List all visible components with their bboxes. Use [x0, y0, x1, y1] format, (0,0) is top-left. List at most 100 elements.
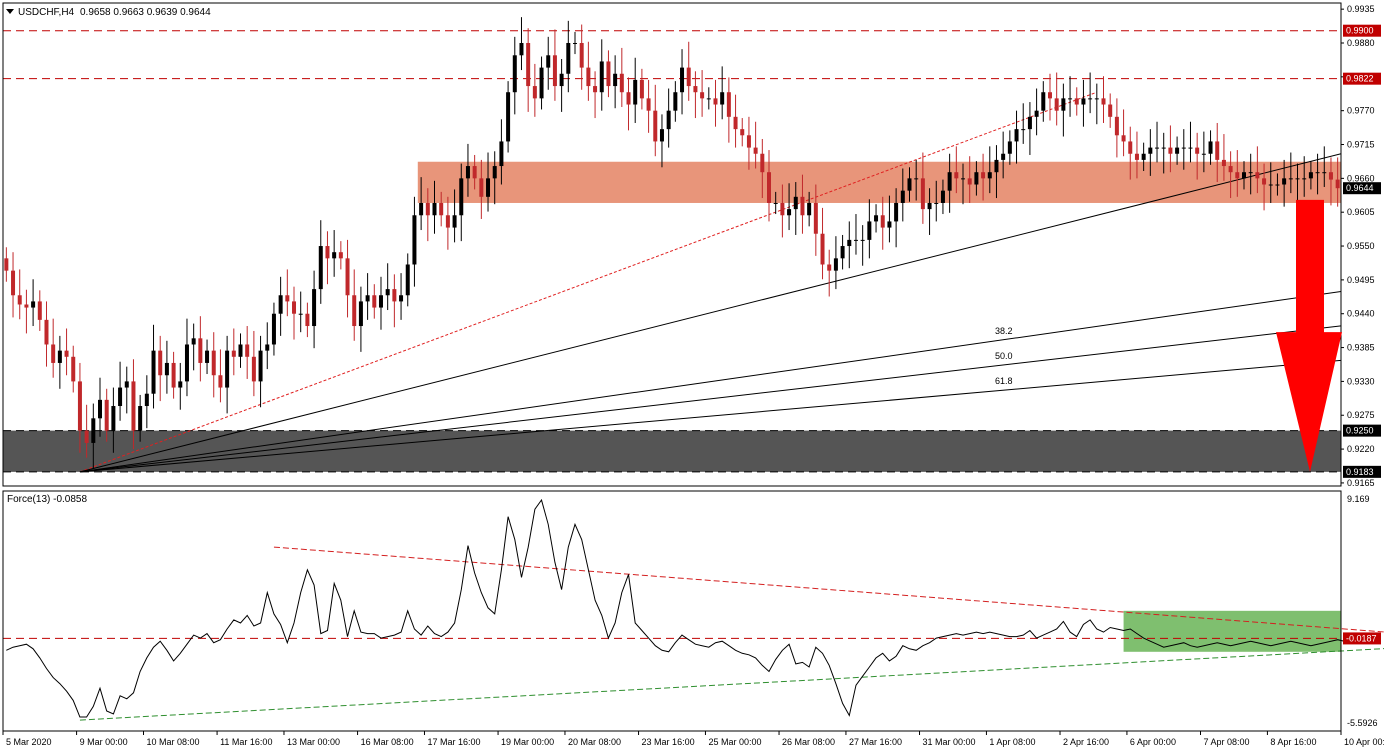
- time-axis-label: 13 Mar 00:00: [287, 737, 340, 747]
- candle-body: [1262, 178, 1267, 185]
- candle-body: [967, 178, 972, 185]
- candle-body: [726, 92, 731, 117]
- candle-body: [419, 202, 424, 216]
- candle-body: [1221, 159, 1226, 167]
- level-tag-0.9822: 0.9822: [1346, 74, 1374, 84]
- candle-body: [77, 381, 82, 431]
- candle-body: [753, 147, 758, 154]
- time-axis-label: 6 Apr 00:00: [1130, 737, 1176, 747]
- candle-body: [686, 67, 691, 87]
- candle-body: [659, 129, 664, 142]
- candle-body: [191, 338, 196, 345]
- candle-body: [158, 350, 163, 376]
- candle-body: [526, 42, 531, 87]
- candle-body: [833, 258, 838, 271]
- force-level-tag-bg: [1343, 632, 1381, 645]
- time-axis-label: 2 Apr 16:00: [1063, 737, 1109, 747]
- candle-body: [385, 289, 390, 296]
- candle-body: [1175, 147, 1180, 154]
- level-tag-bg: [1343, 24, 1381, 37]
- candle-body: [345, 258, 350, 296]
- candle-body: [1235, 172, 1240, 179]
- fib-fan-line: [79, 359, 1342, 473]
- price-axis-label: 0.9880: [1347, 38, 1375, 48]
- candle-body: [1021, 129, 1026, 131]
- candle-body: [64, 350, 69, 357]
- candle-body: [24, 304, 29, 308]
- candle-body: [1101, 98, 1106, 105]
- fib-fan-line: [79, 325, 1342, 473]
- candle-body: [1328, 172, 1333, 180]
- candle-body: [4, 258, 9, 271]
- candle-body: [231, 350, 236, 357]
- candle-body: [860, 239, 865, 241]
- candle-body: [11, 270, 16, 296]
- time-axis-label: 11 Mar 16:00: [220, 737, 272, 747]
- candle-body: [887, 221, 892, 228]
- candle-body: [680, 67, 685, 93]
- candle-body: [372, 295, 377, 308]
- candle-body: [900, 190, 905, 203]
- candle-body: [1195, 147, 1200, 154]
- candle-body: [104, 399, 109, 431]
- candle-body: [365, 295, 370, 302]
- level-tag-bg: [1343, 465, 1381, 478]
- candle-body: [552, 55, 557, 87]
- candle-body: [1335, 179, 1340, 189]
- candle-body: [593, 86, 598, 93]
- candle-body: [211, 350, 216, 376]
- candle-body: [954, 172, 959, 179]
- current-price-tag: 0.9644: [1346, 183, 1374, 193]
- candle-body: [1007, 141, 1012, 154]
- candle-body: [1054, 98, 1059, 111]
- candle-body: [271, 313, 276, 345]
- candle-body: [37, 301, 42, 320]
- candle-body: [633, 79, 638, 105]
- candle-body: [1134, 153, 1139, 160]
- candle-body: [947, 172, 952, 191]
- force-pane-frame: [2, 490, 1342, 732]
- price-axis-label: 0.9275: [1347, 410, 1375, 420]
- candle-body: [258, 350, 263, 382]
- price-axis-label: 0.9220: [1347, 444, 1375, 454]
- time-axis-label: 8 Apr 16:00: [1270, 737, 1316, 747]
- candle-body: [1148, 147, 1153, 154]
- candle-body: [1241, 172, 1246, 179]
- candle-body: [144, 393, 149, 407]
- candle-body: [907, 178, 912, 191]
- candle-body: [1068, 98, 1073, 100]
- candle-body: [1295, 178, 1300, 180]
- candle-body: [847, 239, 852, 247]
- price-axis-label: 0.9715: [1347, 140, 1375, 150]
- candle-body: [205, 350, 210, 363]
- time-axis-label: 10 Apr 00:00: [1344, 737, 1384, 747]
- candle-body: [793, 196, 798, 210]
- support-zone: [3, 430, 1341, 472]
- candle-body: [1141, 153, 1146, 160]
- time-axis-label: 25 Mar 00:00: [708, 737, 761, 747]
- candle-body: [780, 202, 785, 216]
- candle-body: [673, 92, 678, 111]
- candle-body: [1168, 147, 1173, 154]
- time-axis-label: 9 Mar 00:00: [80, 737, 128, 747]
- candle-body: [452, 215, 457, 228]
- candle-body: [1081, 98, 1086, 105]
- time-axis-label: 26 Mar 08:00: [782, 737, 835, 747]
- candle-body: [459, 178, 464, 216]
- candle-body: [358, 301, 363, 327]
- candle-body: [1155, 147, 1160, 149]
- force-axis-max: 9.169: [1347, 494, 1370, 504]
- candle-body: [98, 399, 103, 419]
- candle-body: [405, 264, 410, 296]
- candle-body: [800, 196, 805, 216]
- candle-body: [840, 246, 845, 259]
- price-axis-label: 0.9605: [1347, 207, 1375, 217]
- candle-body: [606, 61, 611, 87]
- candle-body: [746, 135, 751, 148]
- candle-body: [994, 159, 999, 173]
- candle-body: [1208, 141, 1213, 154]
- candle-body: [546, 55, 551, 68]
- candle-body: [767, 172, 772, 203]
